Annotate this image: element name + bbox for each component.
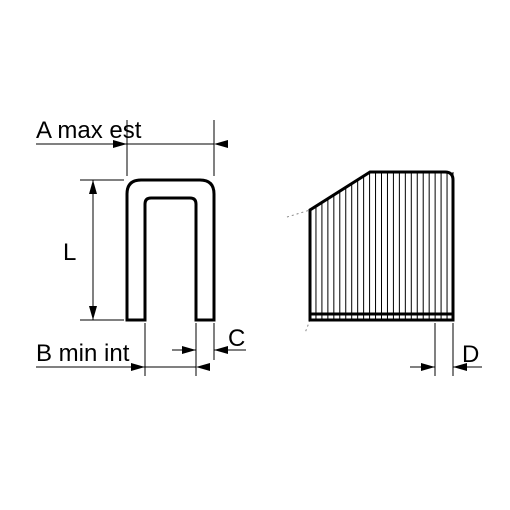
dim-label-d: D bbox=[462, 341, 479, 368]
staple-technical-drawing: A max est L B min int C D bbox=[0, 0, 510, 510]
dim-label-l: L bbox=[63, 239, 76, 266]
staple-front-view bbox=[127, 180, 214, 320]
dim-label-b: B min int bbox=[36, 340, 130, 367]
dim-label-a: A max est bbox=[36, 117, 142, 144]
dim-label-c: C bbox=[228, 325, 245, 352]
